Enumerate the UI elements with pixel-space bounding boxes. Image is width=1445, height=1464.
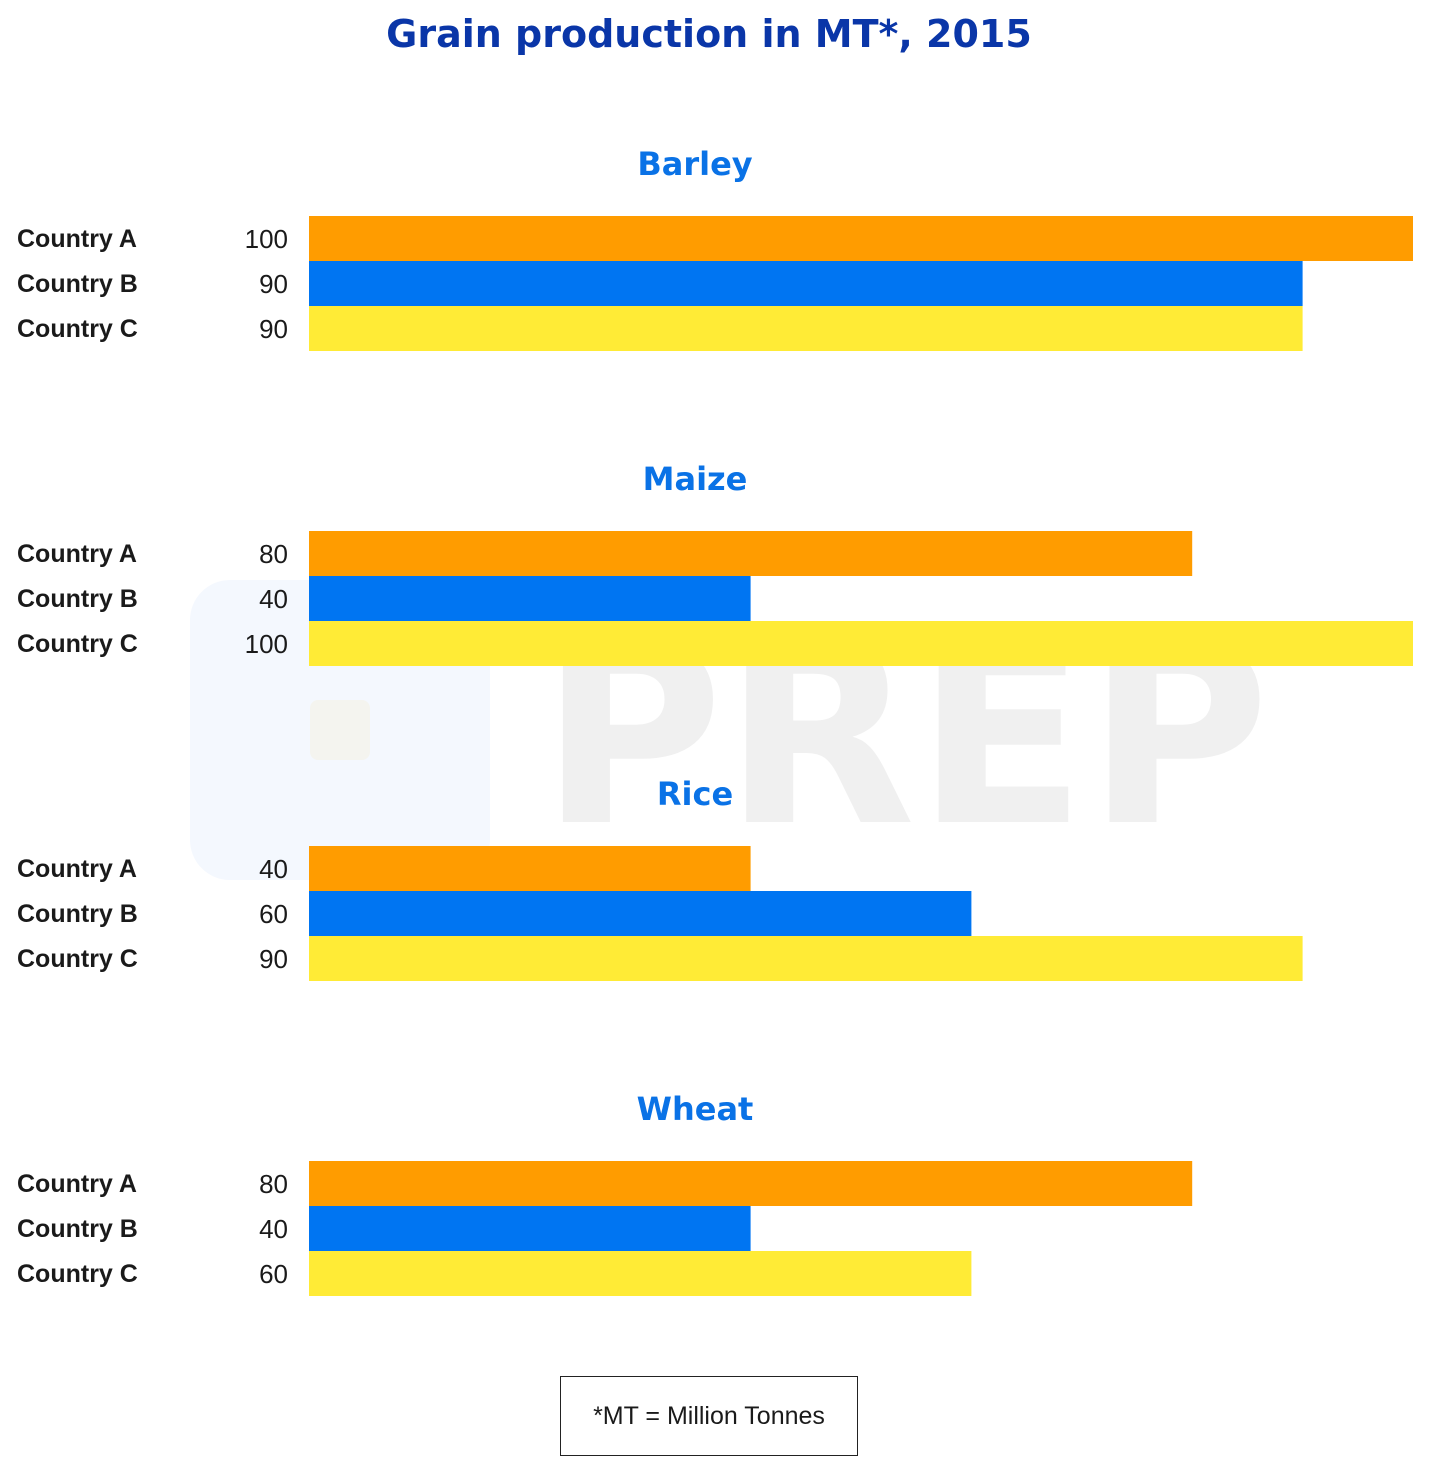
bar-rice-country-b — [309, 891, 972, 936]
value-label: 60 — [259, 899, 288, 929]
country-label: Country B — [17, 585, 138, 613]
bar-maize-country-c — [309, 621, 1413, 666]
value-label: 40 — [259, 1214, 288, 1244]
country-label: Country C — [17, 630, 138, 658]
country-label: Country C — [17, 1260, 138, 1288]
bar-maize-country-a — [309, 531, 1193, 576]
country-label: Country A — [17, 225, 137, 253]
country-label: Country B — [17, 1215, 138, 1243]
bar-rice-country-c — [309, 936, 1303, 981]
bar-maize-country-b — [309, 576, 751, 621]
bar-barley-country-a — [309, 216, 1413, 261]
value-label: 90 — [259, 314, 288, 344]
chart-title: Grain production in MT*, 2015 — [386, 12, 1032, 56]
country-label: Country C — [17, 315, 138, 343]
panel-rice: Rice Country A 40 Country B 60 Country C 90 — [17, 775, 1303, 981]
panel-maize: Maize Country A 80 Country B 40 Country C 100 — [17, 460, 1413, 666]
country-label: Country A — [17, 540, 137, 568]
value-label: 100 — [245, 224, 288, 254]
prep-logo-icon-inner — [310, 700, 370, 760]
footnote-box: *MT = Million Tonnes — [560, 1376, 858, 1456]
country-label: Country C — [17, 945, 138, 973]
panel-title: Rice — [657, 775, 733, 813]
bar-barley-country-c — [309, 306, 1303, 351]
bar-wheat-country-a — [309, 1161, 1193, 1206]
value-label: 60 — [259, 1259, 288, 1289]
footnote-text: *MT = Million Tonnes — [593, 1401, 825, 1430]
country-label: Country A — [17, 855, 137, 883]
panel-barley: Barley Country A 100 Country B 90 Country C 90 — [17, 145, 1413, 351]
bar-barley-country-b — [309, 261, 1303, 306]
country-label: Country A — [17, 1170, 137, 1198]
value-label: 40 — [259, 584, 288, 614]
bar-wheat-country-c — [309, 1251, 972, 1296]
panel-wheat: Wheat Country A 80 Country B 40 Country C 60 — [17, 1090, 1193, 1296]
value-label: 90 — [259, 944, 288, 974]
panel-title: Barley — [637, 145, 752, 183]
value-label: 80 — [259, 1169, 288, 1199]
bar-wheat-country-b — [309, 1206, 751, 1251]
value-label: 80 — [259, 539, 288, 569]
panel-title: Wheat — [637, 1090, 754, 1128]
country-label: Country B — [17, 270, 138, 298]
value-label: 100 — [245, 629, 288, 659]
value-label: 40 — [259, 854, 288, 884]
bar-rice-country-a — [309, 846, 751, 891]
value-label: 90 — [259, 269, 288, 299]
country-label: Country B — [17, 900, 138, 928]
chart-panels: Barley Country A 100 Country B 90 Country C 90… — [17, 145, 1413, 1296]
panel-title: Maize — [643, 460, 748, 498]
